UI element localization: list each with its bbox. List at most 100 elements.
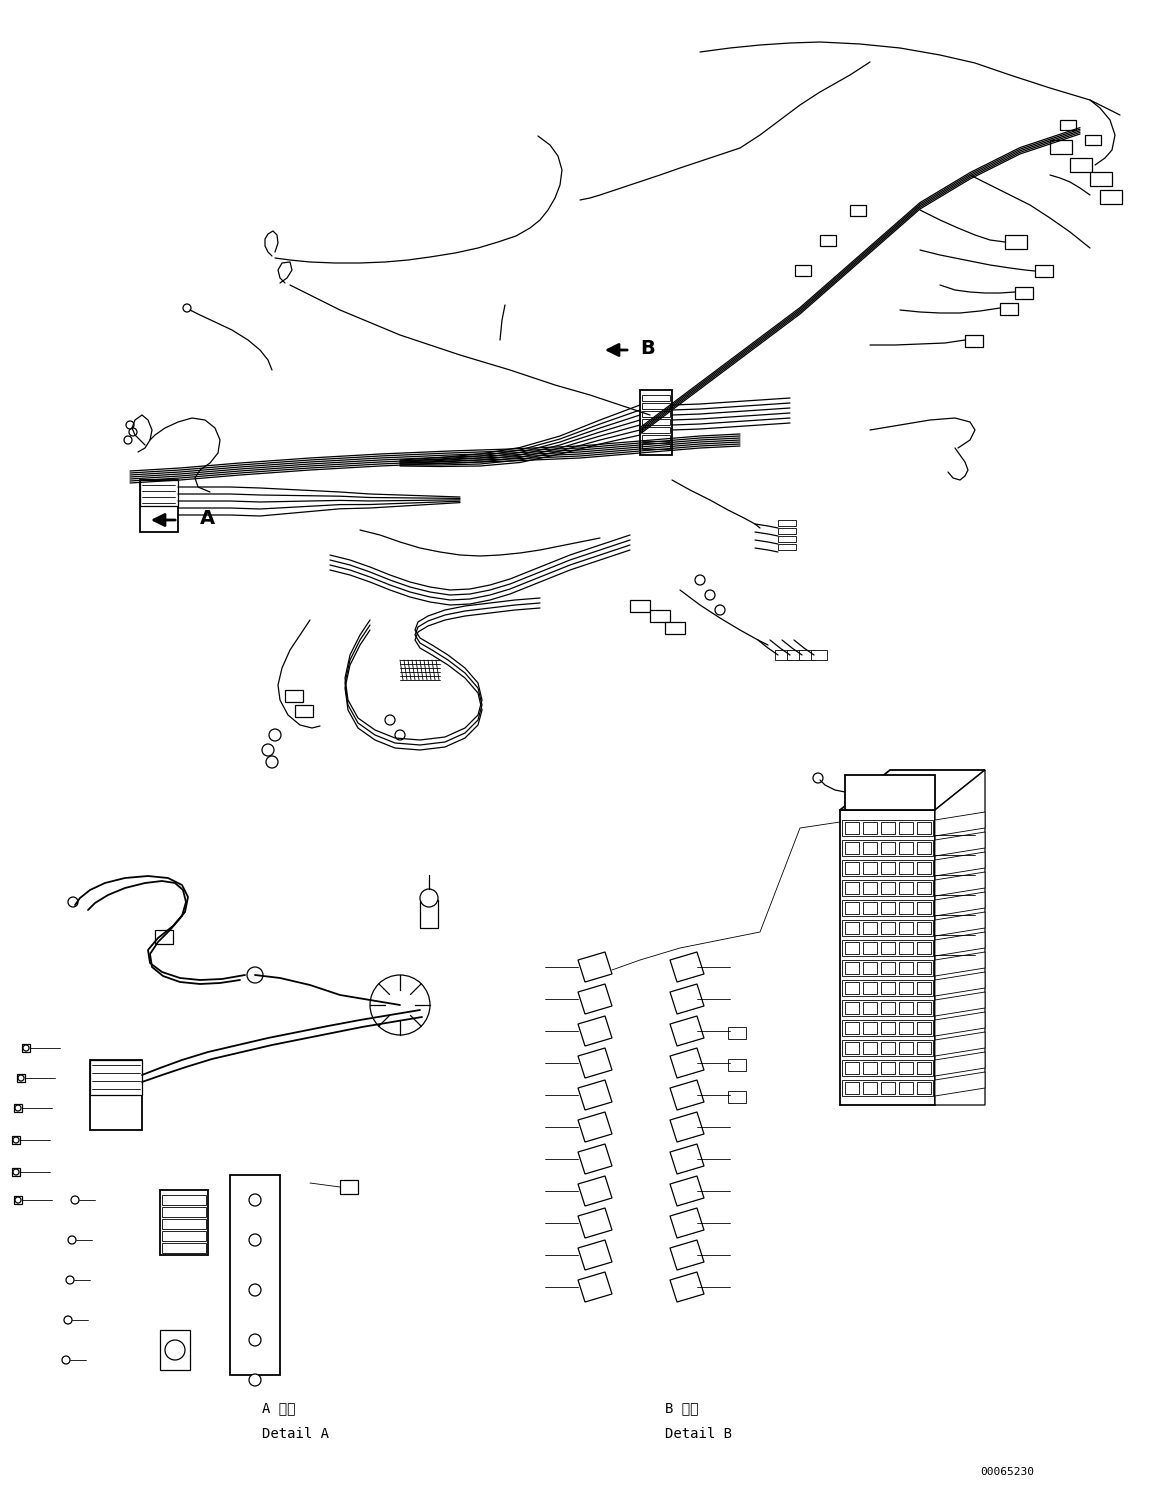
Bar: [846, 923, 859, 934]
Bar: [642, 411, 670, 417]
Bar: [882, 1042, 896, 1054]
Bar: [640, 390, 672, 455]
Bar: [842, 1080, 933, 1097]
Bar: [863, 923, 877, 934]
Bar: [863, 1082, 877, 1094]
Polygon shape: [935, 931, 985, 955]
Bar: [22, 1045, 30, 1052]
Circle shape: [249, 1284, 261, 1296]
Bar: [846, 1022, 859, 1034]
Circle shape: [370, 975, 430, 1036]
Bar: [846, 821, 859, 833]
Bar: [846, 842, 859, 854]
Bar: [899, 882, 913, 894]
Bar: [230, 1176, 280, 1375]
Bar: [162, 1219, 206, 1229]
Polygon shape: [578, 1144, 612, 1174]
Bar: [1005, 235, 1027, 248]
Bar: [899, 923, 913, 934]
Circle shape: [17, 1074, 24, 1080]
Bar: [842, 879, 933, 896]
Bar: [842, 900, 933, 917]
Bar: [916, 1001, 932, 1013]
Bar: [842, 981, 933, 995]
Circle shape: [64, 1315, 72, 1324]
Bar: [846, 982, 859, 994]
Circle shape: [420, 888, 438, 908]
Bar: [842, 1059, 933, 1076]
Circle shape: [249, 1234, 261, 1245]
Polygon shape: [670, 1208, 704, 1238]
Bar: [965, 335, 983, 347]
Polygon shape: [935, 1033, 985, 1056]
Bar: [1000, 304, 1018, 315]
Bar: [899, 842, 913, 854]
Bar: [863, 982, 877, 994]
Bar: [846, 1042, 859, 1054]
Bar: [899, 982, 913, 994]
Bar: [899, 821, 913, 833]
Bar: [916, 862, 932, 873]
Circle shape: [71, 1196, 79, 1204]
Bar: [899, 1082, 913, 1094]
Bar: [863, 1001, 877, 1013]
Bar: [899, 1001, 913, 1013]
Bar: [642, 434, 670, 440]
Bar: [846, 862, 859, 873]
Bar: [882, 842, 896, 854]
Polygon shape: [935, 1071, 985, 1097]
Bar: [916, 923, 932, 934]
Bar: [882, 902, 896, 914]
Bar: [916, 882, 932, 894]
Bar: [863, 1042, 877, 1054]
Bar: [162, 1242, 206, 1253]
Bar: [899, 902, 913, 914]
Polygon shape: [670, 1272, 704, 1302]
Bar: [916, 902, 932, 914]
Bar: [155, 930, 173, 943]
Bar: [778, 545, 795, 551]
Bar: [899, 862, 913, 873]
Circle shape: [67, 1237, 76, 1244]
Bar: [882, 821, 896, 833]
Polygon shape: [578, 1208, 612, 1238]
Bar: [295, 705, 313, 717]
Polygon shape: [578, 952, 612, 982]
Bar: [642, 403, 670, 409]
Bar: [846, 775, 935, 809]
Bar: [882, 1022, 896, 1034]
Bar: [285, 690, 304, 702]
Circle shape: [249, 1335, 261, 1347]
Bar: [642, 394, 670, 400]
Circle shape: [62, 1356, 70, 1364]
Bar: [799, 650, 815, 661]
Bar: [850, 205, 866, 216]
Polygon shape: [578, 1112, 612, 1141]
Bar: [420, 900, 438, 929]
Bar: [863, 882, 877, 894]
Bar: [820, 235, 836, 246]
Bar: [916, 1062, 932, 1074]
Bar: [728, 1091, 745, 1103]
Bar: [899, 1042, 913, 1054]
Bar: [916, 842, 932, 854]
Bar: [14, 1104, 22, 1112]
Bar: [778, 536, 795, 542]
Bar: [17, 1074, 24, 1082]
Bar: [916, 982, 932, 994]
Bar: [863, 1062, 877, 1074]
Bar: [1015, 287, 1033, 299]
Bar: [160, 1330, 190, 1370]
Polygon shape: [578, 1048, 612, 1077]
Bar: [882, 942, 896, 954]
Bar: [778, 528, 795, 534]
Bar: [916, 1082, 932, 1094]
Bar: [650, 610, 670, 622]
Bar: [728, 1059, 745, 1071]
Polygon shape: [578, 1016, 612, 1046]
Polygon shape: [840, 769, 985, 809]
Bar: [916, 821, 932, 833]
Polygon shape: [578, 1240, 612, 1269]
Bar: [630, 600, 650, 612]
Bar: [916, 963, 932, 975]
